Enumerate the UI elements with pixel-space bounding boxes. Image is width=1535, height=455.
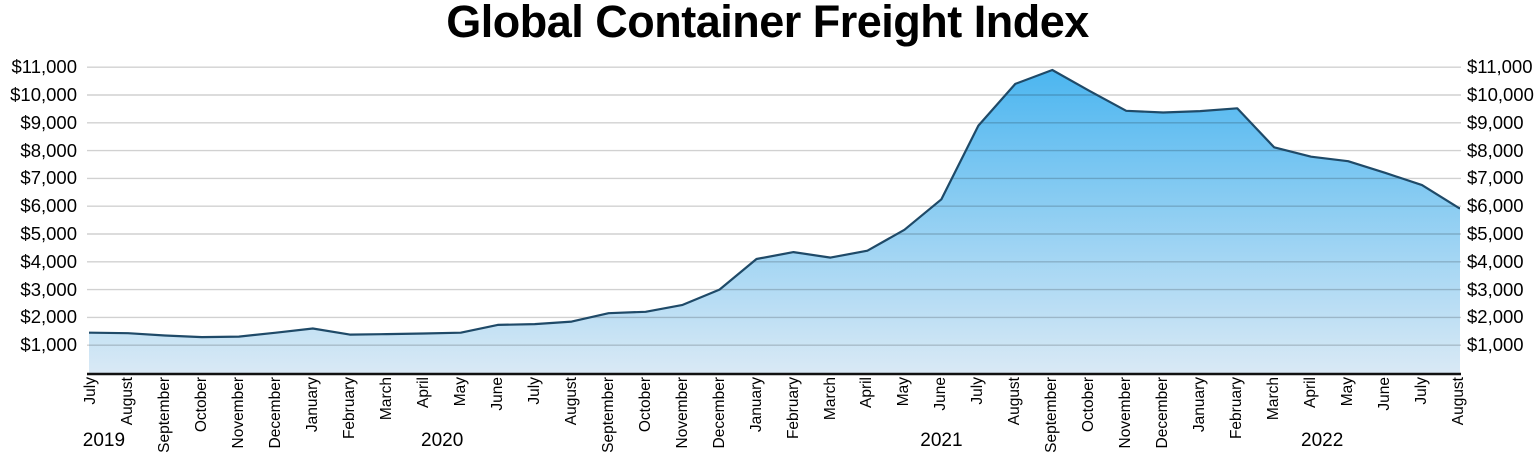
x-axis-month-label-text: February <box>784 377 802 440</box>
y-axis-label-left: $3,000 <box>20 278 77 300</box>
x-axis-month-label-text: August <box>119 377 136 426</box>
y-axis-label-left: $7,000 <box>20 167 77 189</box>
x-axis-month-label: June <box>932 377 967 411</box>
x-axis-month-label: August <box>1450 377 1499 425</box>
x-axis-month-label: July <box>82 377 111 405</box>
x-axis-month-label-text: August <box>562 377 580 426</box>
x-axis-month-label-text: July <box>1413 377 1430 405</box>
y-axis-label-left: $4,000 <box>20 250 77 272</box>
x-axis-month-label: April <box>1302 377 1334 408</box>
x-axis-month-label-text: August <box>1006 377 1024 426</box>
x-axis-month-label-text: October <box>192 377 210 433</box>
x-axis-month-label-text: October <box>1080 377 1098 433</box>
x-axis-month-label: July <box>1413 377 1442 405</box>
x-axis-month-label-text: April <box>858 377 876 409</box>
x-axis-month-label-text: September <box>1043 377 1061 453</box>
y-axis-label-left: $11,000 <box>11 56 78 78</box>
y-axis-label-left: $9,000 <box>20 111 77 133</box>
x-axis-month-label: April <box>858 377 890 408</box>
x-axis-month-label-text: December <box>1154 377 1172 449</box>
x-axis-month-label: May <box>895 377 925 406</box>
x-axis-year-label: 2022 <box>1301 430 1344 451</box>
x-axis-month-label: July <box>969 377 998 405</box>
x-axis-month-label-text: May <box>895 377 913 407</box>
y-axis-label-right: $10,000 <box>1467 84 1534 105</box>
x-axis-month-label-text: December <box>710 377 728 449</box>
x-axis-month-label-text: April <box>414 377 432 409</box>
y-axis-label-left: $2,000 <box>20 306 77 328</box>
x-axis-month-label-text: March <box>821 377 839 421</box>
x-axis-month-label-text: July <box>525 377 543 405</box>
y-axis-label-right: $11,000 <box>1467 56 1533 78</box>
y-axis-label-right: $8,000 <box>1467 139 1524 161</box>
x-axis-month-label: July <box>526 377 555 405</box>
y-axis-label-left: $10,000 <box>10 84 77 105</box>
area-series-line <box>89 68 1461 339</box>
x-axis-month-label: June <box>1376 377 1411 411</box>
x-axis-month-label-text: July <box>969 377 987 405</box>
x-axis-month-label-text: January <box>303 377 321 433</box>
x-axis-month-label-text: May <box>1339 377 1357 407</box>
chart-title: Global Container Freight Index <box>446 0 1089 47</box>
x-axis-month-label-text: January <box>1191 377 1209 433</box>
x-axis-month-label-text: November <box>229 377 247 449</box>
x-axis-month-label-text: November <box>673 377 691 449</box>
y-axis-label-left: $5,000 <box>20 223 77 244</box>
y-axis-label-right: $6,000 <box>1467 195 1524 217</box>
x-axis-month-label-text: January <box>747 377 765 433</box>
x-axis-month-label: June <box>489 377 524 411</box>
x-axis-month-label-text: June <box>1376 377 1394 411</box>
y-axis-label-left: $6,000 <box>20 195 77 217</box>
y-axis-label-right: $5,000 <box>1467 223 1524 244</box>
x-axis-month-label: April <box>415 377 447 408</box>
x-axis-month-label-text: June <box>488 377 506 411</box>
x-axis-month-label-text: March <box>377 377 395 421</box>
x-axis-month-label-text: December <box>266 377 284 449</box>
x-axis-month-label-text: July <box>82 377 99 405</box>
x-axis-month-label-text: September <box>155 377 173 453</box>
x-axis-month-label-text: September <box>599 377 617 453</box>
area-series-fill <box>89 70 1460 373</box>
y-axis-label-left: $8,000 <box>20 139 77 161</box>
x-axis-month-label-text: June <box>932 377 950 411</box>
x-axis-year-label: 2019 <box>82 430 126 451</box>
x-axis-month-label-text: November <box>1117 377 1135 449</box>
x-axis-month-label: May <box>1339 377 1369 406</box>
y-axis-label-right: $3,000 <box>1467 278 1524 300</box>
y-axis-label-right: $1,000 <box>1467 334 1524 356</box>
x-axis-year-label: 2021 <box>920 430 963 451</box>
x-axis-month-label-text: February <box>1228 377 1246 440</box>
y-axis-label-right: $2,000 <box>1467 306 1524 328</box>
y-axis-label-left: $1,000 <box>20 334 77 356</box>
y-axis-label-right: $7,000 <box>1467 167 1524 189</box>
x-axis-month-label-text: February <box>340 377 358 440</box>
x-axis-month-label-text: May <box>451 377 469 407</box>
x-axis-month-label-text: October <box>636 377 654 433</box>
x-axis-month-label: May <box>452 377 482 406</box>
x-axis-month-label-text: March <box>1265 377 1283 421</box>
y-axis-label-right: $4,000 <box>1467 250 1524 272</box>
y-axis-label-right: $9,000 <box>1467 111 1524 133</box>
x-axis-year-label: 2020 <box>421 430 464 451</box>
x-axis-month-label-text: August <box>1450 377 1467 426</box>
x-axis-month-label-text: April <box>1302 377 1320 409</box>
